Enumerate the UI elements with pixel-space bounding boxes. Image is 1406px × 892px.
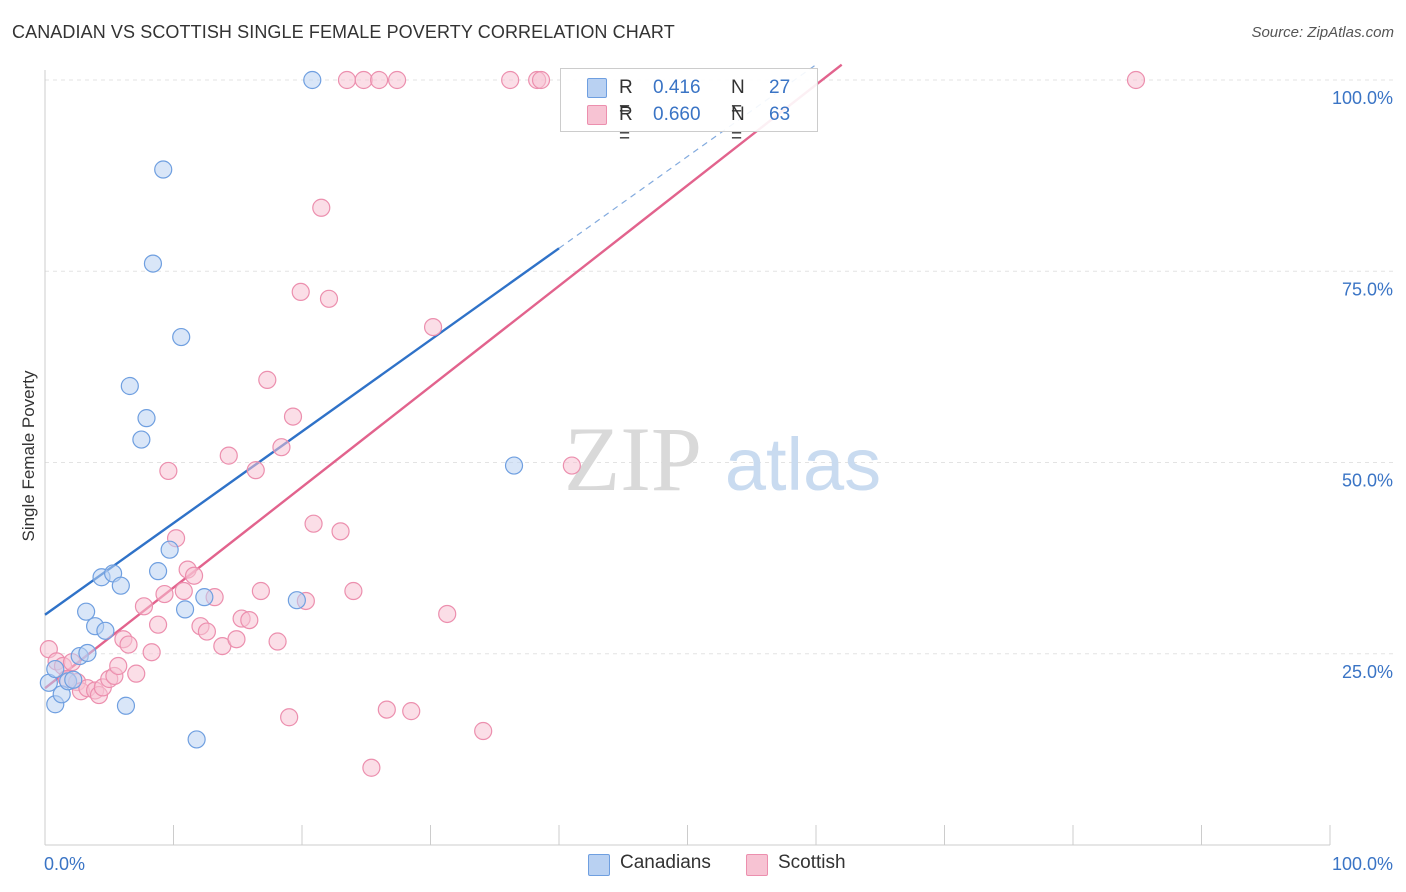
watermark-atlas: atlas (725, 423, 881, 506)
r-label: R = (619, 104, 633, 147)
n-value-scottish: 63 (769, 104, 791, 125)
canadians-swatch (587, 78, 607, 98)
point-scottish (109, 656, 128, 676)
point-scottish (362, 758, 381, 777)
y-tick-label: 25.0% (1342, 662, 1393, 682)
point-scottish (134, 597, 154, 616)
point-canadians (111, 576, 130, 595)
point-canadians (77, 602, 96, 621)
axes (44, 70, 1331, 846)
point-scottish (344, 581, 363, 601)
x-tick-label: 100.0% (1332, 854, 1393, 874)
point-scottish (501, 70, 520, 90)
point-scottish (246, 461, 265, 480)
point-scottish (197, 622, 217, 641)
y-tick-label: 100.0% (1332, 88, 1393, 108)
point-scottish (354, 70, 373, 90)
data-points (39, 70, 1146, 777)
point-scottish (219, 446, 238, 465)
point-scottish (304, 514, 323, 533)
point-canadians (175, 600, 195, 619)
point-canadians (160, 540, 179, 559)
point-canadians (148, 562, 168, 581)
point-scottish (402, 702, 421, 721)
point-scottish (377, 700, 396, 719)
point-scottish (142, 643, 161, 662)
n-label: N = (731, 104, 745, 147)
point-canadians (187, 730, 206, 749)
point-canadians (78, 643, 97, 663)
series-legend: Canadians Scottish (0, 852, 1406, 878)
canadians-legend-swatch (588, 854, 610, 876)
point-canadians (154, 160, 173, 179)
point-canadians (504, 456, 524, 475)
point-scottish (370, 70, 389, 90)
watermark: ZIP atlas (564, 408, 881, 510)
n-value-canadians: 27 (769, 77, 791, 98)
legend-label-canadians: Canadians (620, 852, 711, 873)
point-scottish (240, 610, 259, 630)
trend-line-canadians (44, 247, 560, 616)
point-canadians (172, 327, 191, 347)
point-scottish (268, 632, 287, 651)
point-scottish (474, 721, 493, 741)
point-scottish (227, 630, 246, 649)
point-canadians (116, 696, 136, 715)
grid-lines (45, 79, 1393, 655)
point-scottish (291, 282, 310, 302)
point-scottish (331, 522, 350, 541)
source-label: Source: ZipAtlas.com (1251, 24, 1394, 41)
point-scottish (148, 615, 168, 634)
correlation-legend: R = 0.416 N = 27 R = 0.660 N = 63 (560, 68, 818, 147)
scottish-swatch (587, 105, 607, 125)
point-scottish (337, 70, 357, 90)
point-canadians (137, 409, 156, 428)
r-value-scottish: 0.660 (653, 104, 701, 125)
point-canadians (64, 670, 83, 689)
legend-label-scottish: Scottish (778, 852, 846, 873)
y-tick-label: 75.0% (1342, 279, 1393, 299)
point-scottish (423, 317, 443, 337)
y-tick-label: 50.0% (1342, 471, 1393, 491)
point-scottish (280, 708, 299, 727)
point-canadians (143, 254, 163, 273)
chart-title: CANADIAN VS SCOTTISH SINGLE FEMALE POVER… (12, 22, 675, 42)
point-scottish (159, 461, 178, 481)
point-scottish (272, 438, 291, 457)
point-canadians (120, 376, 139, 396)
point-scottish (127, 664, 146, 683)
tick-labels: 25.0% 50.0% 75.0% 100.0% 0.0% 100.0% (44, 88, 1393, 874)
n-label: N = (731, 77, 745, 120)
point-scottish (283, 407, 303, 426)
point-canadians (195, 588, 214, 607)
point-canadians (132, 430, 151, 449)
y-axis-label: Single Female Poverty (19, 370, 38, 542)
x-tick-label: 0.0% (44, 854, 85, 874)
point-scottish (155, 584, 174, 604)
point-canadians (303, 70, 322, 90)
point-scottish (1126, 70, 1146, 90)
point-canadians (96, 621, 115, 640)
point-scottish (531, 70, 551, 90)
point-scottish (562, 456, 581, 475)
point-scottish (258, 370, 277, 389)
r-value-canadians: 0.416 (653, 77, 701, 98)
scottish-legend-swatch (746, 854, 768, 876)
point-scottish (319, 289, 339, 308)
point-scottish (387, 70, 407, 90)
point-scottish (184, 566, 204, 585)
point-scottish (174, 581, 193, 601)
point-scottish (312, 198, 331, 217)
point-scottish (438, 604, 457, 624)
point-canadians (46, 659, 65, 679)
point-scottish (251, 581, 270, 601)
point-canadians (287, 591, 306, 610)
point-scottish (119, 635, 138, 654)
r-label: R = (619, 77, 633, 120)
trend-extension-canadians (558, 64, 817, 249)
watermark-zip: ZIP (564, 408, 702, 510)
